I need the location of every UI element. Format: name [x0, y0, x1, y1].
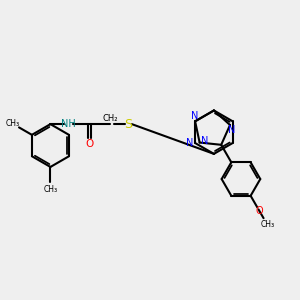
Text: CH₃: CH₃: [44, 185, 58, 194]
Text: CH₃: CH₃: [260, 220, 274, 229]
Text: S: S: [124, 118, 132, 130]
Text: N: N: [186, 138, 194, 148]
Text: CH₃: CH₃: [5, 119, 20, 128]
Text: O: O: [85, 139, 94, 149]
Text: N: N: [201, 136, 209, 146]
Text: CH₂: CH₂: [102, 114, 118, 123]
Text: N: N: [191, 111, 198, 121]
Text: N: N: [228, 125, 236, 135]
Text: NH: NH: [61, 119, 76, 129]
Text: O: O: [256, 206, 263, 216]
